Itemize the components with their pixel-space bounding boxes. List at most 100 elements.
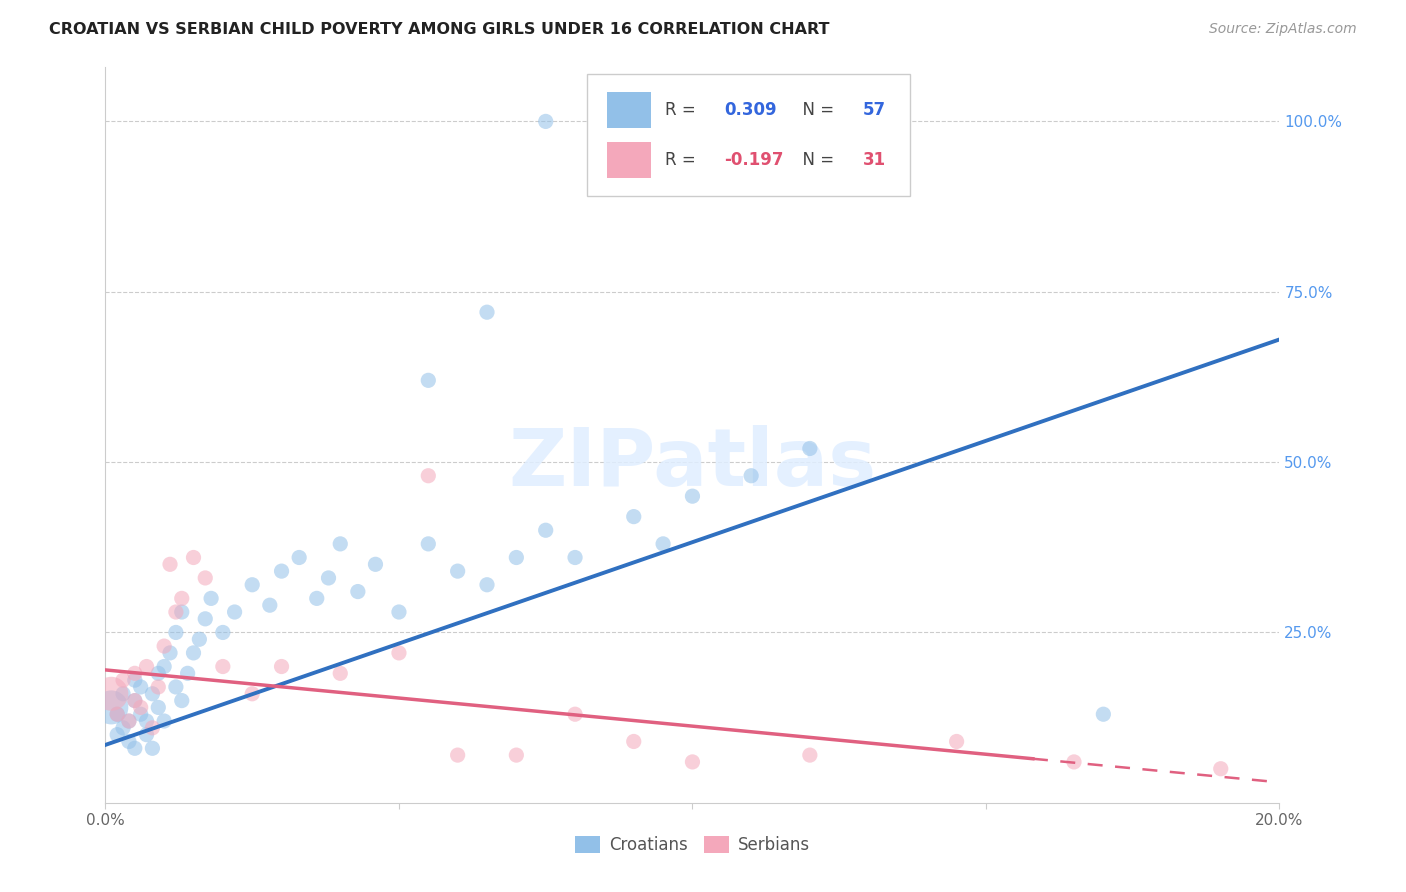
Point: [129, 680, 152, 694]
Point: [135, 659, 157, 673]
Point: [564, 707, 586, 722]
Point: [447, 748, 470, 763]
Point: [329, 537, 352, 551]
Point: [211, 659, 233, 673]
Point: [475, 305, 498, 319]
Point: [124, 693, 146, 707]
FancyBboxPatch shape: [586, 74, 910, 195]
Point: [799, 748, 821, 763]
Point: [183, 550, 205, 565]
Point: [153, 639, 176, 653]
Point: [124, 673, 146, 688]
Point: [170, 605, 193, 619]
Point: [165, 605, 187, 619]
Point: [129, 707, 152, 722]
Text: 0.309: 0.309: [724, 101, 776, 119]
Point: [165, 625, 187, 640]
Point: [141, 741, 163, 756]
Point: [153, 714, 176, 728]
Point: [270, 564, 292, 578]
Point: [165, 680, 187, 694]
Text: 57: 57: [863, 101, 886, 119]
Point: [194, 571, 217, 585]
Point: [211, 625, 233, 640]
Point: [623, 509, 645, 524]
Point: [183, 646, 205, 660]
Point: [141, 721, 163, 735]
Point: [418, 537, 440, 551]
Point: [505, 748, 527, 763]
Point: [148, 666, 170, 681]
Point: [170, 591, 193, 606]
Point: [364, 558, 387, 572]
Point: [124, 693, 146, 707]
Point: [105, 707, 128, 722]
Point: [118, 714, 141, 728]
Text: N =: N =: [792, 101, 839, 119]
Point: [347, 584, 370, 599]
Point: [135, 714, 157, 728]
Point: [534, 523, 557, 537]
Point: [288, 550, 311, 565]
Point: [505, 550, 527, 565]
Text: N =: N =: [792, 151, 839, 169]
Text: R =: R =: [665, 151, 702, 169]
Point: [652, 537, 675, 551]
Point: [159, 646, 181, 660]
Point: [447, 564, 470, 578]
Point: [148, 680, 170, 694]
Point: [682, 489, 704, 503]
Point: [124, 741, 146, 756]
Point: [100, 700, 122, 714]
Point: [564, 550, 586, 565]
Point: [200, 591, 222, 606]
Point: [1063, 755, 1085, 769]
Point: [329, 666, 352, 681]
Point: [1092, 707, 1115, 722]
Point: [112, 687, 135, 701]
Point: [259, 598, 281, 612]
Point: [118, 714, 141, 728]
Point: [170, 693, 193, 707]
Point: [112, 721, 135, 735]
Bar: [607, 142, 651, 178]
Text: ZIPatlas: ZIPatlas: [509, 425, 876, 503]
Point: [135, 728, 157, 742]
Point: [124, 666, 146, 681]
Point: [118, 734, 141, 748]
Point: [148, 700, 170, 714]
Point: [224, 605, 246, 619]
Point: [129, 700, 152, 714]
Point: [194, 612, 217, 626]
Point: [945, 734, 967, 748]
Point: [159, 558, 181, 572]
Point: [240, 687, 263, 701]
Point: [153, 659, 176, 673]
Point: [100, 687, 122, 701]
Text: R =: R =: [665, 101, 702, 119]
Point: [318, 571, 340, 585]
Point: [799, 442, 821, 456]
Point: [475, 578, 498, 592]
Point: [534, 114, 557, 128]
Text: -0.197: -0.197: [724, 151, 783, 169]
Point: [682, 755, 704, 769]
Point: [141, 687, 163, 701]
Bar: [607, 92, 651, 128]
Point: [105, 707, 128, 722]
Point: [112, 673, 135, 688]
Point: [270, 659, 292, 673]
Point: [623, 734, 645, 748]
Point: [188, 632, 211, 647]
Text: 31: 31: [863, 151, 886, 169]
Point: [418, 468, 440, 483]
Point: [1209, 762, 1232, 776]
Point: [388, 605, 411, 619]
Point: [240, 578, 263, 592]
Legend: Croatians, Serbians: Croatians, Serbians: [568, 830, 817, 861]
Point: [305, 591, 328, 606]
Point: [740, 468, 762, 483]
Point: [388, 646, 411, 660]
Text: CROATIAN VS SERBIAN CHILD POVERTY AMONG GIRLS UNDER 16 CORRELATION CHART: CROATIAN VS SERBIAN CHILD POVERTY AMONG …: [49, 22, 830, 37]
Point: [176, 666, 198, 681]
